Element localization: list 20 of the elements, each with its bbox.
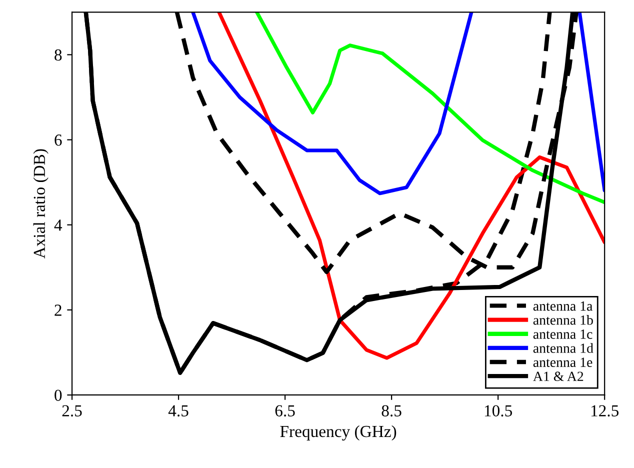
legend-label: antenna 1d bbox=[533, 343, 594, 353]
legend-label: antenna 1b bbox=[533, 315, 593, 325]
y-tick-label: 0 bbox=[54, 390, 62, 401]
x-tick-label: 6.5 bbox=[275, 405, 295, 417]
y-tick-label: 2 bbox=[54, 304, 62, 316]
legend-label: antenna 1a bbox=[533, 301, 592, 311]
legend-label: antenna 1c bbox=[533, 330, 592, 339]
x-axis-title: Frequency (GHz) bbox=[280, 425, 396, 441]
y-tick-label: 4 bbox=[54, 220, 62, 231]
legend-label: antenna 1e bbox=[533, 358, 592, 367]
legend-label: A1 & A2 bbox=[533, 372, 584, 382]
y-tick-label: 8 bbox=[54, 49, 62, 61]
x-tick-label: 12.5 bbox=[591, 405, 619, 417]
x-tick-label: 2.5 bbox=[62, 405, 82, 417]
x-tick-label: 4.5 bbox=[168, 405, 188, 417]
line-series bbox=[255, 12, 605, 204]
x-tick-label: 10.5 bbox=[484, 405, 512, 417]
x-tick-label: 8.5 bbox=[382, 405, 402, 417]
y-axis-title: Axial ratio (DB) bbox=[33, 149, 48, 258]
y-tick-label: 6 bbox=[54, 134, 62, 146]
